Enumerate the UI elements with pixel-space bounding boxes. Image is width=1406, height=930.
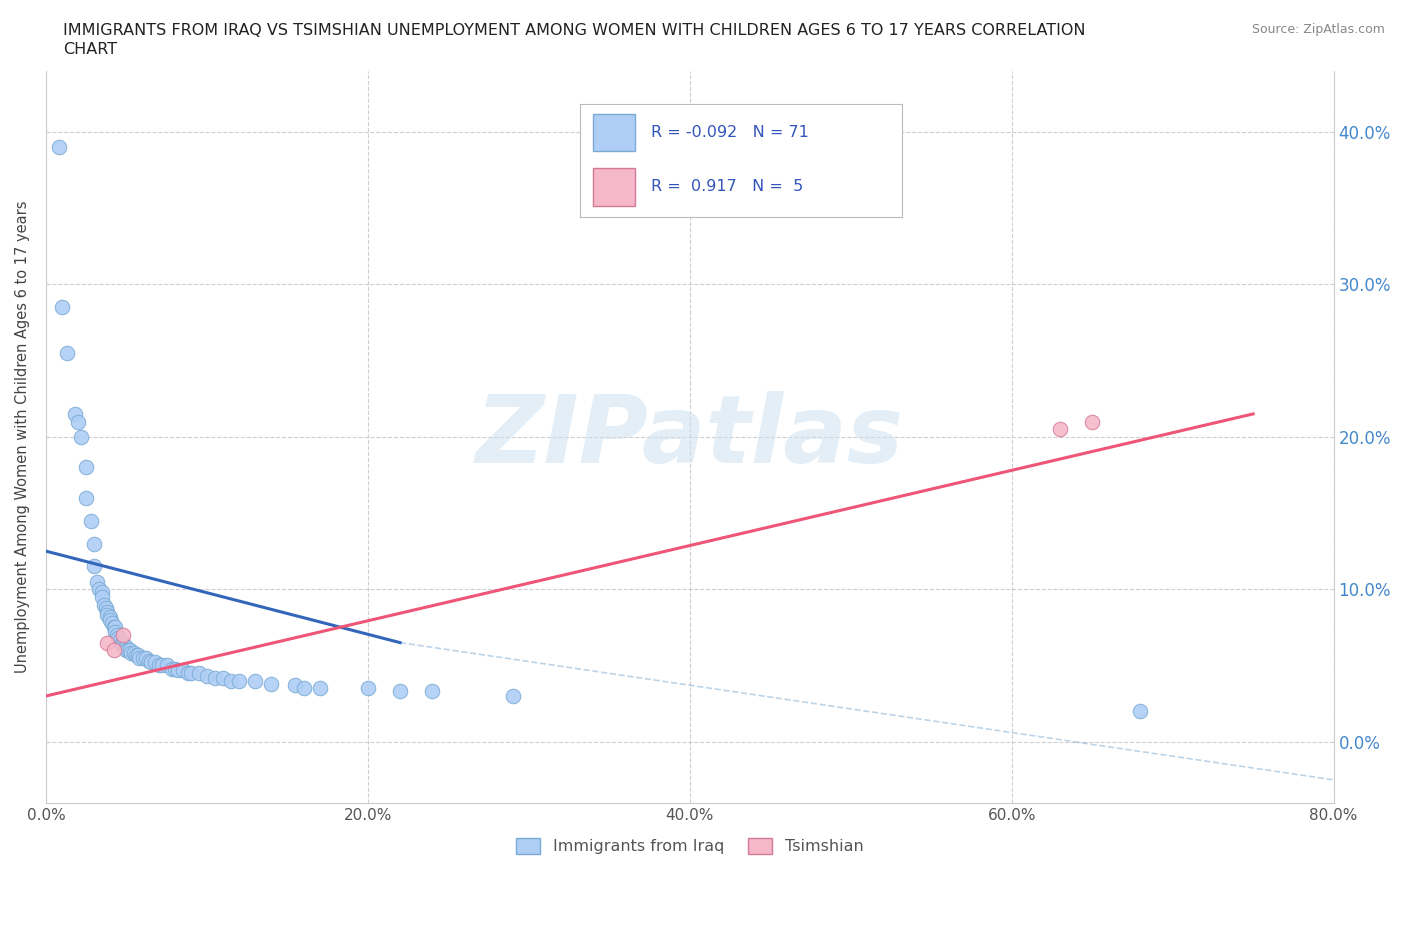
- Point: [1049, 421, 1071, 436]
- Point: [114, 640, 136, 655]
- Point: [389, 684, 412, 698]
- Point: [96, 635, 118, 650]
- Point: [124, 645, 146, 660]
- Point: [420, 684, 443, 698]
- Point: [120, 645, 142, 660]
- Point: [167, 663, 190, 678]
- Point: [156, 658, 179, 673]
- Point: [87, 582, 110, 597]
- Point: [93, 597, 115, 612]
- Point: [63, 406, 86, 421]
- Point: [150, 658, 173, 673]
- Point: [219, 673, 242, 688]
- Point: [56, 345, 79, 360]
- Point: [104, 625, 127, 640]
- Point: [48, 140, 70, 154]
- Point: [357, 681, 380, 696]
- Point: [131, 650, 153, 665]
- Point: [103, 643, 125, 658]
- Point: [308, 681, 330, 696]
- Point: [127, 647, 149, 662]
- Point: [75, 490, 97, 505]
- Point: [104, 620, 127, 635]
- Text: Source: ZipAtlas.com: Source: ZipAtlas.com: [1251, 23, 1385, 36]
- Point: [115, 643, 138, 658]
- Point: [292, 681, 315, 696]
- Point: [135, 650, 157, 665]
- Point: [70, 430, 93, 445]
- Point: [91, 585, 114, 600]
- Text: CHART: CHART: [63, 42, 117, 57]
- Point: [195, 669, 218, 684]
- Point: [105, 628, 128, 643]
- Text: ZIPatlas: ZIPatlas: [475, 391, 904, 483]
- Point: [98, 612, 121, 627]
- Point: [96, 604, 118, 619]
- Point: [103, 620, 125, 635]
- Y-axis label: Unemployment Among Women with Children Ages 6 to 17 years: Unemployment Among Women with Children A…: [15, 201, 30, 673]
- Point: [125, 647, 148, 662]
- Point: [118, 643, 141, 658]
- Point: [228, 673, 250, 688]
- Point: [86, 574, 108, 589]
- Point: [91, 590, 114, 604]
- Point: [148, 658, 170, 673]
- Point: [108, 632, 131, 647]
- Point: [145, 655, 167, 670]
- Point: [284, 678, 307, 693]
- Point: [51, 299, 73, 314]
- Point: [83, 536, 105, 551]
- Point: [172, 663, 194, 678]
- Point: [107, 631, 129, 645]
- Point: [204, 671, 226, 685]
- Point: [502, 688, 524, 703]
- Point: [163, 661, 186, 676]
- Point: [75, 459, 97, 474]
- Point: [160, 661, 183, 676]
- Point: [112, 635, 135, 650]
- Point: [101, 616, 124, 631]
- Text: IMMIGRANTS FROM IRAQ VS TSIMSHIAN UNEMPLOYMENT AMONG WOMEN WITH CHILDREN AGES 6 : IMMIGRANTS FROM IRAQ VS TSIMSHIAN UNEMPL…: [63, 23, 1085, 38]
- Point: [1081, 414, 1104, 429]
- Point: [1129, 704, 1152, 719]
- Point: [115, 640, 138, 655]
- Point: [94, 600, 117, 615]
- Point: [138, 654, 160, 669]
- Point: [96, 607, 118, 622]
- Point: [180, 666, 202, 681]
- Point: [67, 414, 90, 429]
- Point: [212, 671, 235, 685]
- Point: [112, 628, 135, 643]
- Point: [111, 635, 134, 650]
- Point: [245, 673, 267, 688]
- Point: [176, 666, 198, 681]
- Point: [117, 643, 139, 658]
- Point: [112, 638, 135, 653]
- Point: [80, 513, 103, 528]
- Point: [83, 559, 105, 574]
- Point: [128, 650, 150, 665]
- Point: [139, 655, 162, 670]
- Point: [187, 666, 209, 681]
- Point: [260, 676, 283, 691]
- Point: [98, 609, 121, 624]
- Legend: Immigrants from Iraq, Tsimshian: Immigrants from Iraq, Tsimshian: [509, 831, 870, 860]
